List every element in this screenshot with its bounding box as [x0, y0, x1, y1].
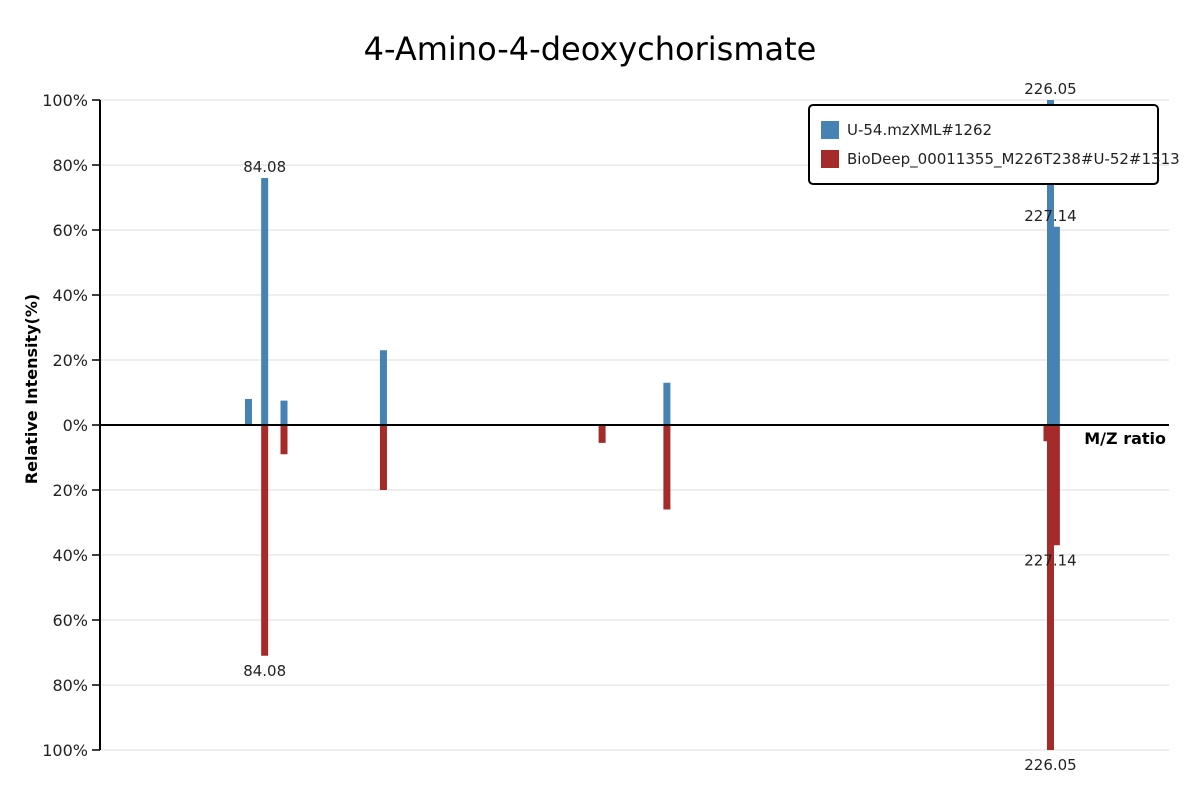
peak-label-series-1: 227.14	[1024, 207, 1077, 225]
legend-label-series-2: BioDeep_00011355_M226T238#U-52#1313	[847, 150, 1180, 169]
labels-layer: 84.08 226.05 227.14 84.08 226.05 227.14	[243, 80, 1077, 774]
y-tick-label: 80%	[52, 156, 88, 175]
y-tick-label: 60%	[52, 221, 88, 240]
peak-bar-series-2	[1046, 425, 1054, 750]
peak-label-series-2: 84.08	[243, 662, 286, 680]
peak-bar-series-1	[261, 178, 269, 425]
bars-layer	[244, 100, 1060, 750]
peak-bar-series-1	[244, 399, 252, 425]
legend-swatch-series-1	[821, 121, 839, 139]
peak-bar-series-2	[379, 425, 387, 490]
peak-bar-series-2	[663, 425, 671, 510]
y-axis-title: Relative Intensity(%)	[22, 294, 41, 484]
peak-bar-series-2	[261, 425, 269, 656]
peak-label-series-1: 84.08	[243, 158, 286, 176]
y-tick-label: 20%	[52, 481, 88, 500]
peak-label-series-2: 227.14	[1024, 551, 1077, 569]
peak-label-series-1: 226.05	[1024, 80, 1077, 98]
peak-bar-series-1	[280, 400, 288, 425]
peak-bar-series-1	[1052, 226, 1060, 425]
y-tick-label: 60%	[52, 611, 88, 630]
y-tick-label: 40%	[52, 546, 88, 565]
x-axis-title: M/Z ratio	[1084, 429, 1166, 448]
axes-layer: 100% 80% 60% 40% 20% 0% 20% 40% 60% 80% 100%	[42, 91, 1169, 760]
y-tick-label: 0%	[63, 416, 88, 435]
peak-bar-series-2	[598, 425, 606, 443]
legend-label-series-1: U-54.mzXML#1262	[847, 121, 992, 139]
peak-bar-series-2	[1043, 425, 1051, 442]
y-tick-label: 80%	[52, 676, 88, 695]
y-tick-label: 40%	[52, 286, 88, 305]
peak-bar-series-1	[379, 350, 387, 425]
peak-label-series-2: 226.05	[1024, 756, 1077, 774]
y-tick-label: 20%	[52, 351, 88, 370]
peak-bar-series-1	[1046, 100, 1054, 425]
peak-bar-series-2	[280, 425, 288, 455]
legend-swatch-series-2	[821, 150, 839, 168]
y-tick-label: 100%	[42, 741, 88, 760]
y-tick-label: 100%	[42, 91, 88, 110]
legend-box	[808, 104, 1159, 185]
chart-title: 4-Amino-4-deoxychorismate	[364, 30, 817, 68]
grid-layer	[100, 99, 1169, 751]
peak-bar-series-1	[663, 382, 671, 425]
peak-bar-series-2	[1052, 425, 1060, 546]
legend: U-54.mzXML#1262 BioDeep_00011355_M226T23…	[808, 104, 1180, 185]
